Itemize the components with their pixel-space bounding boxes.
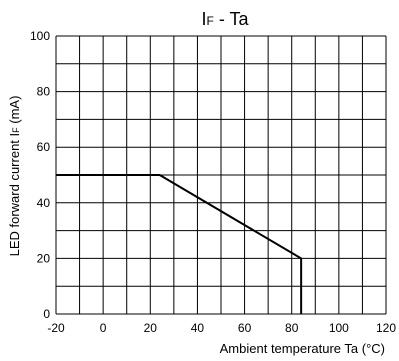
- x-tick-label: 20: [144, 321, 158, 335]
- x-tick-label: 100: [329, 321, 349, 335]
- chart-title: IF - Ta: [201, 9, 249, 29]
- y-tick-label: 20: [37, 251, 51, 265]
- series-group: [56, 174, 303, 314]
- x-tick-label: 120: [376, 321, 396, 335]
- x-tick-label: 80: [285, 321, 299, 335]
- x-tick-label: 40: [191, 321, 205, 335]
- x-axis-label: Ambient temperature Ta (°C): [220, 341, 385, 356]
- x-tick-label: -20: [47, 321, 65, 335]
- y-tick-label: 60: [37, 140, 51, 154]
- y-tick-label: 40: [37, 196, 51, 210]
- x-tick-label: 60: [238, 321, 252, 335]
- y-tick-label: 80: [37, 85, 51, 99]
- y-tick-labels: 0 20 40 60 80 100: [30, 29, 50, 321]
- grid: [55, 35, 387, 315]
- y-tick-label: 0: [43, 307, 50, 321]
- x-tick-labels: -20 0 20 40 60 80 100 120: [47, 321, 396, 335]
- y-tick-label: 100: [30, 29, 50, 43]
- y-axis-label: LED forward current IF (mA): [7, 96, 22, 257]
- title-subscript: F: [206, 14, 213, 28]
- x-tick-label: 0: [100, 321, 107, 335]
- series-line: [56, 174, 303, 314]
- y-label-subscript: F: [11, 127, 21, 133]
